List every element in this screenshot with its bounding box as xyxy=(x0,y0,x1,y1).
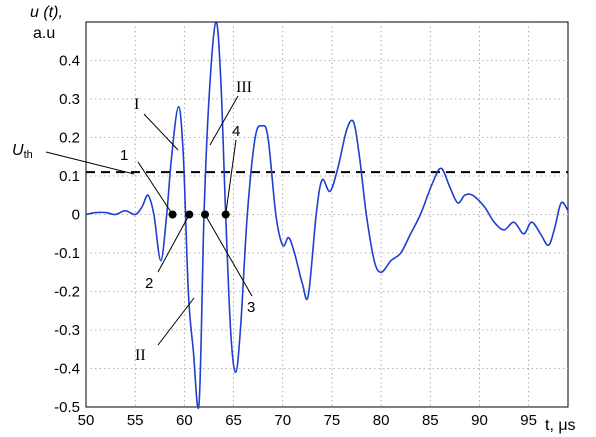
leader-I xyxy=(143,113,179,151)
y-tick-label: -0.2 xyxy=(54,284,80,301)
y-tick-label: -0.3 xyxy=(54,322,80,339)
x-tick-label: 80 xyxy=(373,412,390,429)
signal-curve xyxy=(85,21,569,409)
annotation-III: III xyxy=(236,79,252,96)
x-tick-label: 65 xyxy=(225,412,242,429)
y-tick-label: -0.4 xyxy=(54,361,80,378)
crossing-point-1 xyxy=(168,210,177,219)
threshold-label-subscript: th xyxy=(24,149,33,161)
crossing-label-2: 2 xyxy=(145,275,153,292)
leader-4 xyxy=(225,139,237,215)
x-tick-label: 95 xyxy=(520,412,537,429)
x-tick-label: 90 xyxy=(471,412,488,429)
threshold-label-name: U xyxy=(12,142,24,159)
y-axis-label-line1: u (t), xyxy=(30,4,63,21)
x-tick-label: 85 xyxy=(422,412,439,429)
leader-II xyxy=(157,297,195,346)
y-tick-labels: 0.4 0.3 0.2 0.1 0 -0.1 -0.2 -0.3 -0.4 -0.5 xyxy=(54,53,80,417)
crossing-label-4: 4 xyxy=(232,123,240,140)
y-tick-label: 0.4 xyxy=(59,53,80,70)
leader-3 xyxy=(204,214,253,297)
x-tick-label: 60 xyxy=(176,412,193,429)
x-tick-label: 55 xyxy=(127,412,144,429)
annotation-II: II xyxy=(135,347,146,364)
x-tick-label: 70 xyxy=(274,412,291,429)
crossing-label-3: 3 xyxy=(247,299,255,316)
crossing-label-1: 1 xyxy=(120,147,128,164)
y-tick-label: 0.3 xyxy=(59,91,80,108)
leader-1 xyxy=(137,161,173,215)
threshold-label: Uth xyxy=(12,142,33,161)
leader-2 xyxy=(157,214,190,273)
x-tick-label: 75 xyxy=(324,412,341,429)
y-tick-label: 0.2 xyxy=(59,130,80,147)
x-tick-labels: 50 55 60 65 70 75 80 85 90 95 xyxy=(78,412,537,429)
x-tick-label: 50 xyxy=(78,412,95,429)
leader-III xyxy=(209,95,239,146)
y-tick-label: 0.1 xyxy=(59,168,80,185)
grid xyxy=(86,22,568,407)
crossing-point-4 xyxy=(221,210,230,219)
x-axis-label: t, μs xyxy=(545,417,576,434)
y-tick-label: 0 xyxy=(72,207,80,224)
crossing-points xyxy=(168,210,230,219)
annotation-I: I xyxy=(134,96,139,113)
leader-threshold xyxy=(45,151,135,175)
y-tick-label: -0.1 xyxy=(54,245,80,262)
crossing-point-3 xyxy=(201,210,210,219)
crossing-point-2 xyxy=(185,210,194,219)
y-tick-label: -0.5 xyxy=(54,399,80,416)
y-axis-label-line2: a.u xyxy=(33,25,55,42)
annotation-leaders xyxy=(45,95,253,346)
